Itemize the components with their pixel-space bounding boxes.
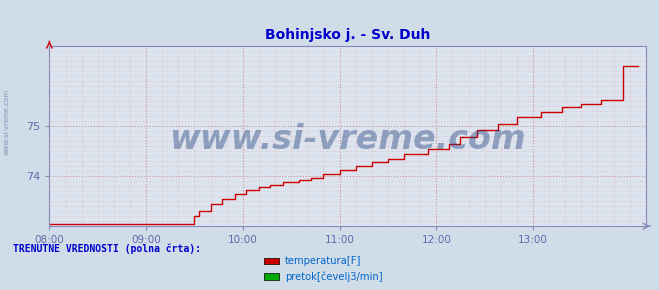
Text: www.si-vreme.com: www.si-vreme.com — [3, 89, 10, 155]
Title: Bohinjsko j. - Sv. Duh: Bohinjsko j. - Sv. Duh — [265, 28, 430, 42]
Text: temperatura[F]: temperatura[F] — [285, 256, 361, 266]
Text: www.si-vreme.com: www.si-vreme.com — [169, 124, 526, 156]
Text: pretok[čevelj3/min]: pretok[čevelj3/min] — [285, 271, 382, 282]
Text: TRENUTNE VREDNOSTI (polna črta):: TRENUTNE VREDNOSTI (polna črta): — [13, 244, 201, 254]
